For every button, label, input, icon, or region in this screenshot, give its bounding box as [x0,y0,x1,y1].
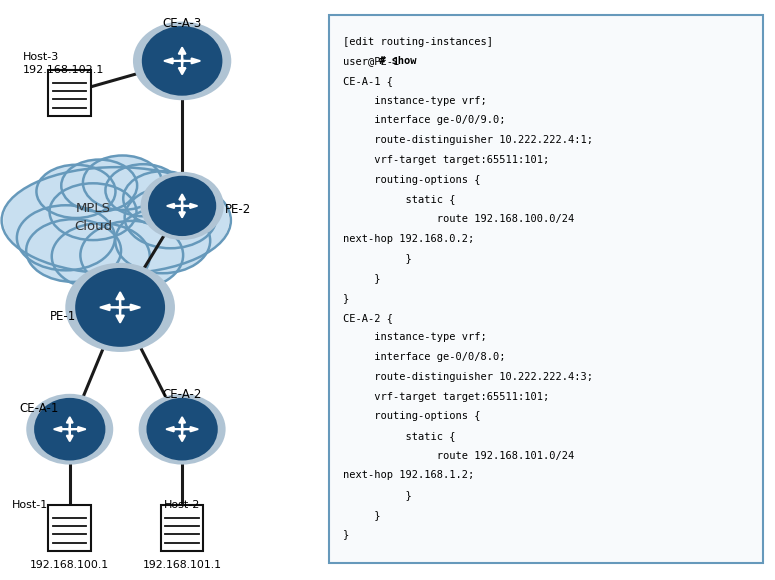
Text: [edit routing-instances]: [edit routing-instances] [343,37,494,46]
Ellipse shape [84,156,161,209]
Ellipse shape [106,165,181,216]
Ellipse shape [139,394,226,465]
Ellipse shape [4,168,229,273]
Text: Host-1: Host-1 [12,501,48,510]
Text: }: } [343,530,350,539]
FancyBboxPatch shape [48,505,91,551]
FancyArrow shape [179,194,185,208]
FancyArrow shape [67,427,73,441]
FancyArrow shape [180,58,200,64]
Text: }: } [343,273,381,283]
Text: route-distinguisher 10.222.222.4:1;: route-distinguisher 10.222.222.4:1; [343,135,594,145]
Text: }: } [343,253,412,263]
Text: CE-A-1 {: CE-A-1 { [343,76,394,86]
Ellipse shape [126,187,215,248]
Text: interface ge-0/0/9.0;: interface ge-0/0/9.0; [343,115,506,125]
FancyArrow shape [180,204,198,208]
Text: route 192.168.101.0/24: route 192.168.101.0/24 [343,451,574,461]
Ellipse shape [65,263,175,352]
Text: PE-2: PE-2 [225,204,251,216]
Text: # show: # show [379,56,417,66]
Ellipse shape [18,206,114,270]
Ellipse shape [50,184,136,240]
Text: CE-A-2 {: CE-A-2 { [343,313,394,322]
Ellipse shape [27,220,120,281]
FancyArrow shape [178,48,186,63]
Ellipse shape [133,21,231,100]
Text: vrf-target target:65511:101;: vrf-target target:65511:101; [343,392,549,401]
Text: route 192.168.100.0/24: route 192.168.100.0/24 [343,214,574,224]
Text: CE-A-2: CE-A-2 [163,388,202,401]
FancyArrow shape [116,305,124,323]
Ellipse shape [62,160,136,211]
Text: instance-type vrf;: instance-type vrf; [343,96,487,106]
FancyArrow shape [118,304,140,310]
Text: Host-3
192.168.102.1: Host-3 192.168.102.1 [23,52,105,75]
Text: user@PE-1: user@PE-1 [343,56,400,66]
Text: routing-options {: routing-options { [343,411,480,421]
FancyArrow shape [166,427,184,432]
Text: routing-options {: routing-options { [343,175,480,184]
Text: vrf-target target:65511:101;: vrf-target target:65511:101; [343,155,549,165]
Text: }: } [343,510,381,520]
Ellipse shape [81,222,182,289]
Ellipse shape [37,165,115,218]
Ellipse shape [146,398,218,461]
FancyArrow shape [180,427,198,432]
FancyArrow shape [116,292,124,310]
Text: static {: static { [343,194,456,204]
FancyArrow shape [179,427,185,441]
Text: next-hop 192.168.0.2;: next-hop 192.168.0.2; [343,234,474,244]
Text: MPLS
Cloud: MPLS Cloud [74,202,112,233]
Text: instance-type vrf;: instance-type vrf; [343,332,487,342]
FancyBboxPatch shape [329,14,763,563]
Ellipse shape [140,172,224,240]
Ellipse shape [124,172,202,225]
Text: 192.168.101.1: 192.168.101.1 [143,560,222,570]
Text: Host-2: Host-2 [164,501,200,510]
FancyArrow shape [179,204,185,218]
Ellipse shape [148,176,216,236]
Text: interface ge-0/0/8.0;: interface ge-0/0/8.0; [343,352,506,362]
FancyArrow shape [178,59,186,74]
Ellipse shape [75,268,165,347]
FancyBboxPatch shape [48,70,91,116]
FancyArrow shape [167,204,184,208]
Text: CE-A-1: CE-A-1 [19,403,59,415]
FancyArrow shape [67,427,86,432]
FancyArrow shape [53,427,72,432]
Text: }: } [343,490,412,500]
Text: next-hop 192.168.1.2;: next-hop 192.168.1.2; [343,470,474,480]
Text: }: } [343,293,350,303]
Text: static {: static { [343,431,456,441]
Text: PE-1: PE-1 [50,310,76,322]
Text: route-distinguisher 10.222.222.4:3;: route-distinguisher 10.222.222.4:3; [343,372,594,382]
FancyArrow shape [164,58,184,64]
Ellipse shape [26,394,113,465]
FancyArrow shape [179,417,185,431]
Text: CE-A-3: CE-A-3 [163,17,202,30]
Text: 192.168.100.1: 192.168.100.1 [30,560,109,570]
FancyArrow shape [67,417,73,431]
Ellipse shape [34,398,105,461]
Ellipse shape [116,209,209,273]
FancyBboxPatch shape [161,505,203,551]
FancyArrow shape [100,304,122,310]
Ellipse shape [142,26,222,96]
Ellipse shape [53,224,149,289]
